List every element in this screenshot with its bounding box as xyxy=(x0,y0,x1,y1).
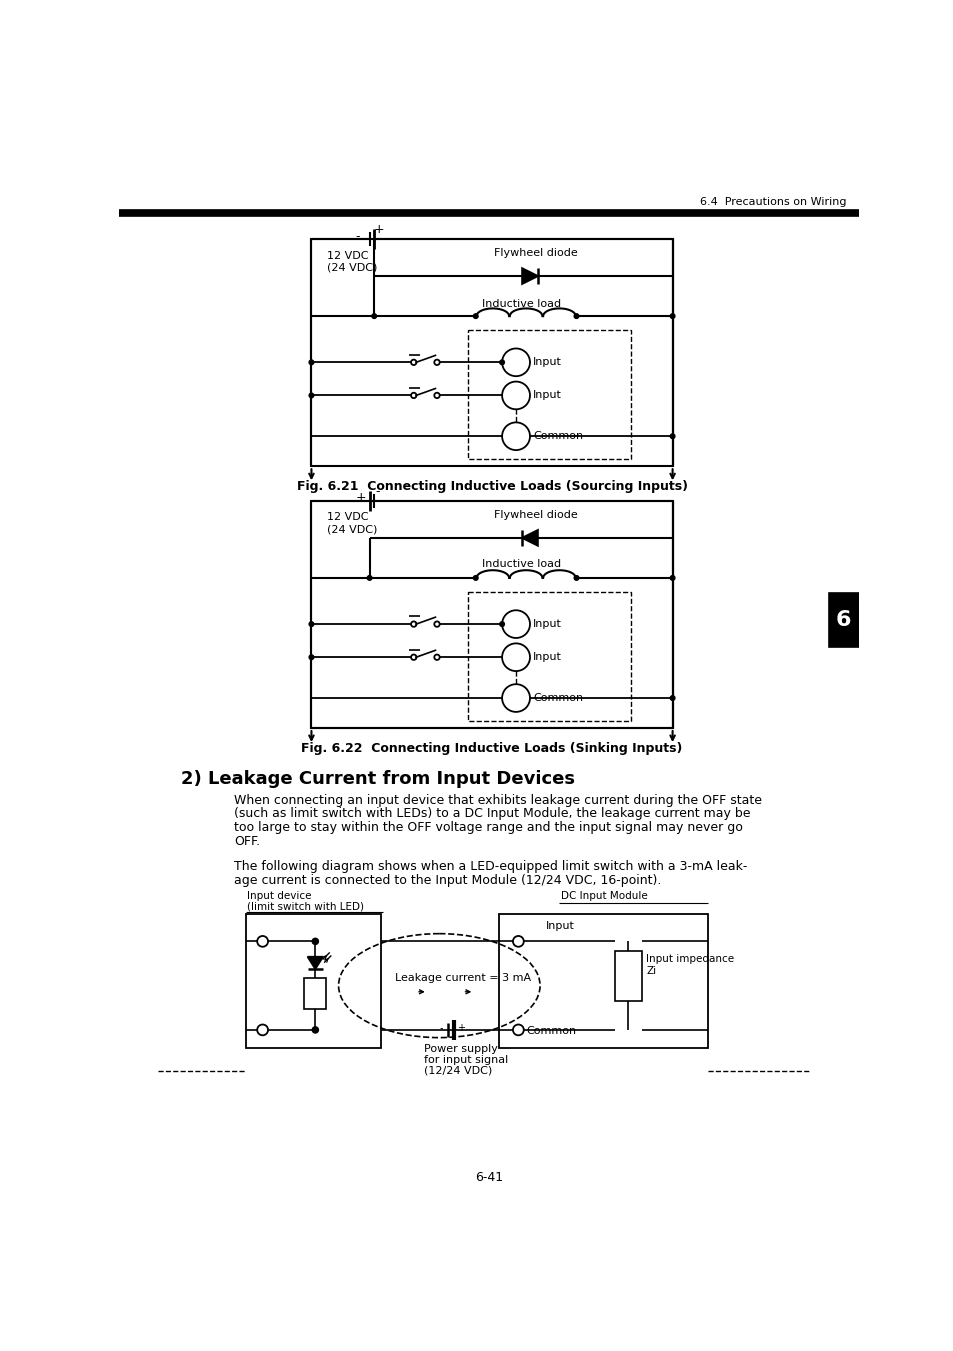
Text: age current is connected to the Input Module (12/24 VDC, 16-point).: age current is connected to the Input Mo… xyxy=(233,874,660,886)
Text: Input: Input xyxy=(533,357,561,367)
Text: Flywheel diode: Flywheel diode xyxy=(493,249,577,258)
Circle shape xyxy=(434,654,439,659)
Polygon shape xyxy=(307,957,323,969)
Text: Input: Input xyxy=(533,619,561,630)
Circle shape xyxy=(434,393,439,399)
Circle shape xyxy=(513,1024,523,1035)
Circle shape xyxy=(411,621,416,627)
Circle shape xyxy=(367,576,372,580)
Text: 12 VDC
(24 VDC): 12 VDC (24 VDC) xyxy=(327,512,377,534)
Circle shape xyxy=(312,939,318,944)
Text: (such as limit switch with LEDs) to a DC Input Module, the leakage current may b: (such as limit switch with LEDs) to a DC… xyxy=(233,808,750,820)
Text: Leakage current = 3 mA: Leakage current = 3 mA xyxy=(395,973,531,984)
Text: 6-41: 6-41 xyxy=(475,1171,502,1183)
Text: (limit switch with LED): (limit switch with LED) xyxy=(247,901,364,912)
Circle shape xyxy=(372,313,376,319)
Text: for input signal: for input signal xyxy=(423,1055,508,1065)
Text: Inductive load: Inductive load xyxy=(481,559,560,569)
Circle shape xyxy=(670,696,674,700)
Text: +: + xyxy=(456,1023,465,1032)
Text: Input device: Input device xyxy=(247,892,312,901)
Circle shape xyxy=(513,936,523,947)
Bar xyxy=(311,239,672,466)
Circle shape xyxy=(473,313,477,319)
Text: Fig. 6.22  Connecting Inductive Loads (Sinking Inputs): Fig. 6.22 Connecting Inductive Loads (Si… xyxy=(301,742,682,755)
Circle shape xyxy=(501,381,530,409)
Circle shape xyxy=(411,359,416,365)
Circle shape xyxy=(501,643,530,671)
Text: Input: Input xyxy=(533,653,561,662)
Circle shape xyxy=(574,313,578,319)
Text: +: + xyxy=(355,492,366,504)
Bar xyxy=(245,913,381,1048)
Circle shape xyxy=(309,359,314,365)
Circle shape xyxy=(312,1027,318,1034)
Circle shape xyxy=(501,684,530,712)
Text: 6.4  Precautions on Wiring: 6.4 Precautions on Wiring xyxy=(700,197,846,207)
Polygon shape xyxy=(521,269,537,284)
Polygon shape xyxy=(521,530,537,546)
Text: Input: Input xyxy=(533,390,561,400)
Circle shape xyxy=(501,423,530,450)
Circle shape xyxy=(473,576,477,580)
Circle shape xyxy=(434,621,439,627)
Circle shape xyxy=(499,621,504,627)
Circle shape xyxy=(309,393,314,397)
Bar xyxy=(615,951,641,1001)
Text: too large to stay within the OFF voltage range and the input signal may never go: too large to stay within the OFF voltage… xyxy=(233,821,742,834)
Circle shape xyxy=(309,621,314,627)
Circle shape xyxy=(670,434,674,439)
Circle shape xyxy=(257,1024,268,1035)
Circle shape xyxy=(257,936,268,947)
Circle shape xyxy=(434,359,439,365)
Bar xyxy=(304,978,326,1009)
Text: Flywheel diode: Flywheel diode xyxy=(493,511,577,520)
Text: +: + xyxy=(374,223,384,236)
Text: Fig. 6.21  Connecting Inductive Loads (Sourcing Inputs): Fig. 6.21 Connecting Inductive Loads (So… xyxy=(296,480,687,493)
Text: Input: Input xyxy=(545,921,574,931)
Text: The following diagram shows when a LED-equipped limit switch with a 3-mA leak-: The following diagram shows when a LED-e… xyxy=(233,859,746,873)
Bar xyxy=(119,209,858,216)
Text: 12 VDC
(24 VDC): 12 VDC (24 VDC) xyxy=(327,251,377,273)
Text: -: - xyxy=(439,1023,443,1032)
Text: Input impedance: Input impedance xyxy=(645,954,734,965)
Circle shape xyxy=(411,654,416,659)
Text: When connecting an input device that exhibits leakage current during the OFF sta: When connecting an input device that exh… xyxy=(233,793,761,807)
Text: Common: Common xyxy=(533,693,582,703)
Bar xyxy=(468,330,630,459)
Text: Power supply: Power supply xyxy=(423,1044,497,1054)
Text: 6: 6 xyxy=(835,611,851,631)
Circle shape xyxy=(501,349,530,376)
Text: 2) Leakage Current from Input Devices: 2) Leakage Current from Input Devices xyxy=(181,770,575,789)
Bar xyxy=(468,592,630,721)
Circle shape xyxy=(309,655,314,659)
Circle shape xyxy=(670,576,674,580)
Bar xyxy=(828,593,858,647)
Text: DC Input Module: DC Input Module xyxy=(560,892,647,901)
Text: Common: Common xyxy=(533,431,582,442)
Text: Inductive load: Inductive load xyxy=(481,299,560,309)
Circle shape xyxy=(574,576,578,580)
Bar xyxy=(311,501,672,728)
Bar xyxy=(498,913,707,1048)
Text: Common: Common xyxy=(525,1027,576,1036)
Text: OFF.: OFF. xyxy=(233,835,260,848)
Circle shape xyxy=(499,359,504,365)
Text: (12/24 VDC): (12/24 VDC) xyxy=(423,1066,492,1075)
Text: -: - xyxy=(355,230,360,243)
Circle shape xyxy=(670,313,674,319)
Text: Zi: Zi xyxy=(645,966,656,975)
Text: -: - xyxy=(375,485,380,499)
Circle shape xyxy=(501,611,530,638)
Circle shape xyxy=(411,393,416,399)
